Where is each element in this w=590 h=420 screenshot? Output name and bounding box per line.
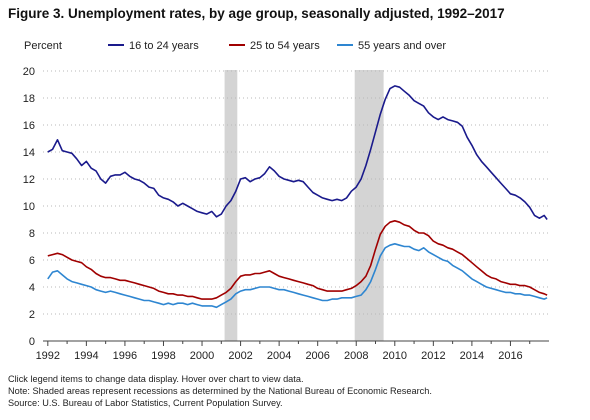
y-tick-label: 20 [23, 66, 35, 78]
chart-notes: Click legend items to change data displa… [8, 373, 432, 409]
x-tick-label: 1996 [113, 350, 137, 362]
note-shading: Note: Shaded areas represent recessions … [8, 386, 432, 396]
y-tick-label: 18 [23, 93, 35, 105]
legend-label: 25 to 54 years [250, 40, 320, 52]
x-tick-label: 2010 [383, 350, 407, 362]
series-line-2[interactable] [47, 220, 548, 300]
y-tick-label: 0 [29, 336, 35, 348]
x-tick-label: 2002 [228, 350, 252, 362]
legend[interactable]: 16 to 24 years 25 to 54 years 55 years and… [108, 40, 446, 52]
x-tick-label: 2014 [460, 350, 484, 362]
y-tick-label: 2 [29, 309, 35, 321]
gridlines [43, 70, 549, 315]
x-tick-label: 1994 [74, 350, 98, 362]
y-tick-label: 16 [23, 120, 35, 132]
x-tick-label: 1992 [36, 350, 60, 362]
chart-title: Figure 3. Unemployment rates, by age gro… [8, 6, 505, 21]
x-tick-label: 2008 [344, 350, 368, 362]
series-line-1[interactable] [47, 85, 548, 220]
legend-label: 16 to 24 years [129, 40, 199, 52]
legend-item-1[interactable]: 16 to 24 years [108, 40, 199, 52]
series-lines[interactable] [47, 85, 548, 309]
legend-label: 55 years and over [358, 40, 446, 52]
legend-item-2[interactable]: 25 to 54 years [229, 40, 320, 52]
x-tick-label: 2012 [421, 350, 445, 362]
recession-band-1 [224, 70, 238, 341]
legend-item-3[interactable]: 55 years and over [337, 40, 446, 52]
y-tick-label: 12 [23, 174, 35, 186]
y-tick-label: 4 [29, 282, 35, 294]
series-line-3[interactable] [47, 243, 548, 309]
x-tick-label: 2000 [190, 350, 214, 362]
y-axis-label: Percent [24, 40, 62, 52]
note-source: Source: U.S. Bureau of Labor Statistics,… [8, 398, 283, 408]
y-tick-label: 8 [29, 228, 35, 240]
y-tick-label: 14 [23, 147, 35, 159]
x-tick-label: 2016 [498, 350, 522, 362]
x-tick-label: 1998 [151, 350, 175, 362]
x-tick-label: 2006 [305, 350, 329, 362]
axes: 0 2 4 6 8 10 12 14 16 18 20 1992 1994 1996 1998 2000 200… [23, 66, 549, 362]
x-tick-label: 2004 [267, 350, 291, 362]
y-tick-label: 6 [29, 255, 35, 267]
y-tick-label: 10 [23, 201, 35, 213]
note-instructions: Click legend items to change data displa… [8, 374, 304, 384]
